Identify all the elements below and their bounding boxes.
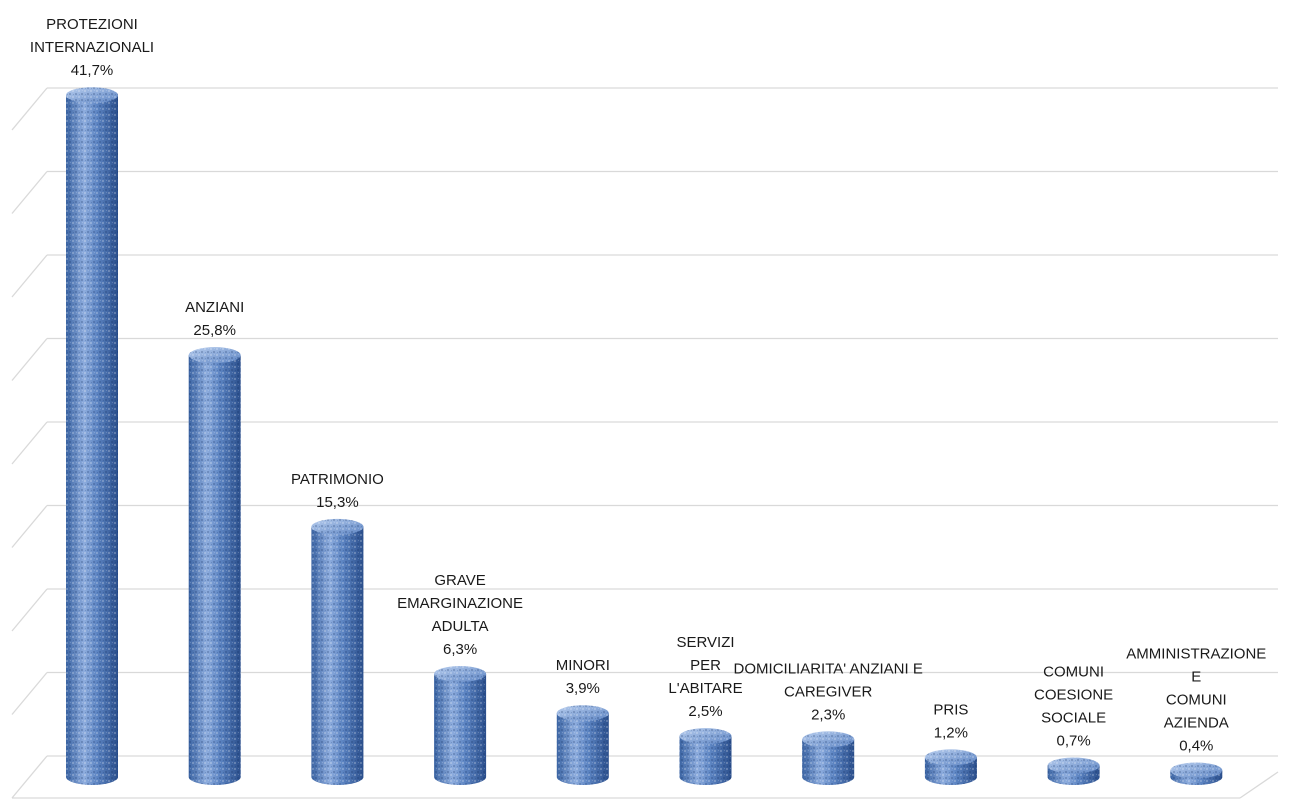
gridline-depth bbox=[11, 588, 48, 632]
gridlines bbox=[11, 87, 1279, 799]
bar-top-texture bbox=[434, 665, 487, 682]
category-label: E bbox=[1191, 668, 1201, 685]
value-label: 2,3% bbox=[811, 706, 845, 723]
category-label: PATRIMONIO bbox=[291, 471, 384, 488]
data-label: PRIS 1,2% bbox=[933, 701, 968, 741]
bar bbox=[1047, 757, 1100, 785]
gridline-depth bbox=[11, 421, 48, 465]
data-label: DOMICILIARITA' ANZIANI E CAREGIVER 2,3% bbox=[734, 660, 923, 723]
bar-top-texture bbox=[679, 728, 732, 745]
data-label: COMUNI COESIONE SOCIALE 0,7% bbox=[1034, 664, 1113, 750]
value-label: 0,4% bbox=[1179, 737, 1213, 754]
category-label: SERVIZI bbox=[676, 634, 734, 651]
category-label: COMUNI bbox=[1166, 691, 1227, 708]
category-label: INTERNAZIONALI bbox=[30, 39, 154, 56]
bar bbox=[679, 728, 732, 785]
bar-texture bbox=[679, 736, 732, 785]
value-label: 6,3% bbox=[443, 641, 477, 658]
value-label: 25,8% bbox=[193, 322, 236, 339]
bar-texture bbox=[311, 526, 364, 785]
bar bbox=[556, 705, 609, 785]
category-label: PRIS bbox=[933, 701, 968, 718]
category-label: ANZIANI bbox=[185, 299, 244, 316]
bar-top-texture bbox=[924, 749, 977, 766]
bar-top-texture bbox=[311, 518, 364, 535]
gridline-depth bbox=[11, 338, 48, 381]
bar bbox=[311, 518, 364, 785]
bar bbox=[1170, 762, 1223, 785]
category-label: COMUNI bbox=[1043, 664, 1104, 681]
value-label: 2,5% bbox=[688, 703, 722, 720]
category-label: COESIONE bbox=[1034, 687, 1113, 704]
category-label: GRAVE bbox=[434, 572, 485, 589]
bar-texture bbox=[802, 739, 855, 785]
bar-top-texture bbox=[1047, 757, 1100, 774]
bar-top-texture bbox=[1170, 762, 1223, 779]
value-label: 3,9% bbox=[566, 680, 600, 697]
bar-texture bbox=[66, 95, 118, 785]
bar-texture bbox=[434, 673, 487, 785]
category-label: AMMINISTRAZIONE bbox=[1126, 645, 1266, 662]
bar bbox=[188, 347, 241, 785]
category-label: CAREGIVER bbox=[784, 683, 873, 700]
category-label: AZIENDA bbox=[1164, 714, 1229, 731]
bar-top-texture bbox=[66, 87, 118, 104]
bar bbox=[66, 87, 118, 785]
category-label: EMARGINAZIONE bbox=[397, 595, 523, 612]
gridline-depth bbox=[11, 755, 48, 799]
gridline-depth bbox=[11, 87, 48, 131]
bar bbox=[924, 749, 977, 785]
bar bbox=[802, 731, 855, 785]
data-label: AMMINISTRAZIONE E COMUNI AZIENDA 0,4% bbox=[1126, 645, 1266, 754]
data-label: GRAVE EMARGINAZIONE ADULTA 6,3% bbox=[397, 572, 523, 658]
category-label: SOCIALE bbox=[1041, 710, 1106, 727]
data-label: SERVIZI PER L'ABITARE 2,5% bbox=[668, 634, 742, 720]
data-labels: PROTEZIONI INTERNAZIONALI 41,7% ANZIANI 25,8… bbox=[30, 16, 1266, 754]
gridline-depth bbox=[11, 505, 48, 548]
data-label: PROTEZIONI INTERNAZIONALI 41,7% bbox=[30, 16, 154, 79]
bar bbox=[434, 665, 487, 785]
data-label: MINORI 3,9% bbox=[556, 657, 610, 697]
gridline-depth bbox=[11, 254, 48, 298]
bars bbox=[66, 87, 1223, 785]
bar-top-texture bbox=[188, 347, 241, 364]
bar-top-texture bbox=[802, 731, 855, 748]
category-label: MINORI bbox=[556, 657, 610, 674]
data-label: PATRIMONIO 15,3% bbox=[291, 471, 384, 511]
category-label: DOMICILIARITA' ANZIANI E bbox=[734, 660, 923, 677]
floor-side-edge bbox=[1239, 771, 1279, 799]
value-label: 0,7% bbox=[1056, 733, 1090, 750]
category-label: PROTEZIONI bbox=[46, 16, 138, 33]
category-label: ADULTA bbox=[432, 618, 489, 635]
value-label: 15,3% bbox=[316, 494, 359, 511]
bar-texture bbox=[188, 355, 241, 785]
value-label: 41,7% bbox=[71, 62, 114, 79]
value-label: 1,2% bbox=[934, 724, 968, 741]
data-label: ANZIANI 25,8% bbox=[185, 299, 244, 339]
bar-texture bbox=[556, 713, 609, 785]
bar-top-texture bbox=[556, 705, 609, 722]
category-label: L'ABITARE bbox=[668, 680, 742, 697]
gridline-depth bbox=[11, 672, 48, 715]
category-label: PER bbox=[690, 657, 721, 674]
gridline-depth bbox=[11, 171, 48, 214]
